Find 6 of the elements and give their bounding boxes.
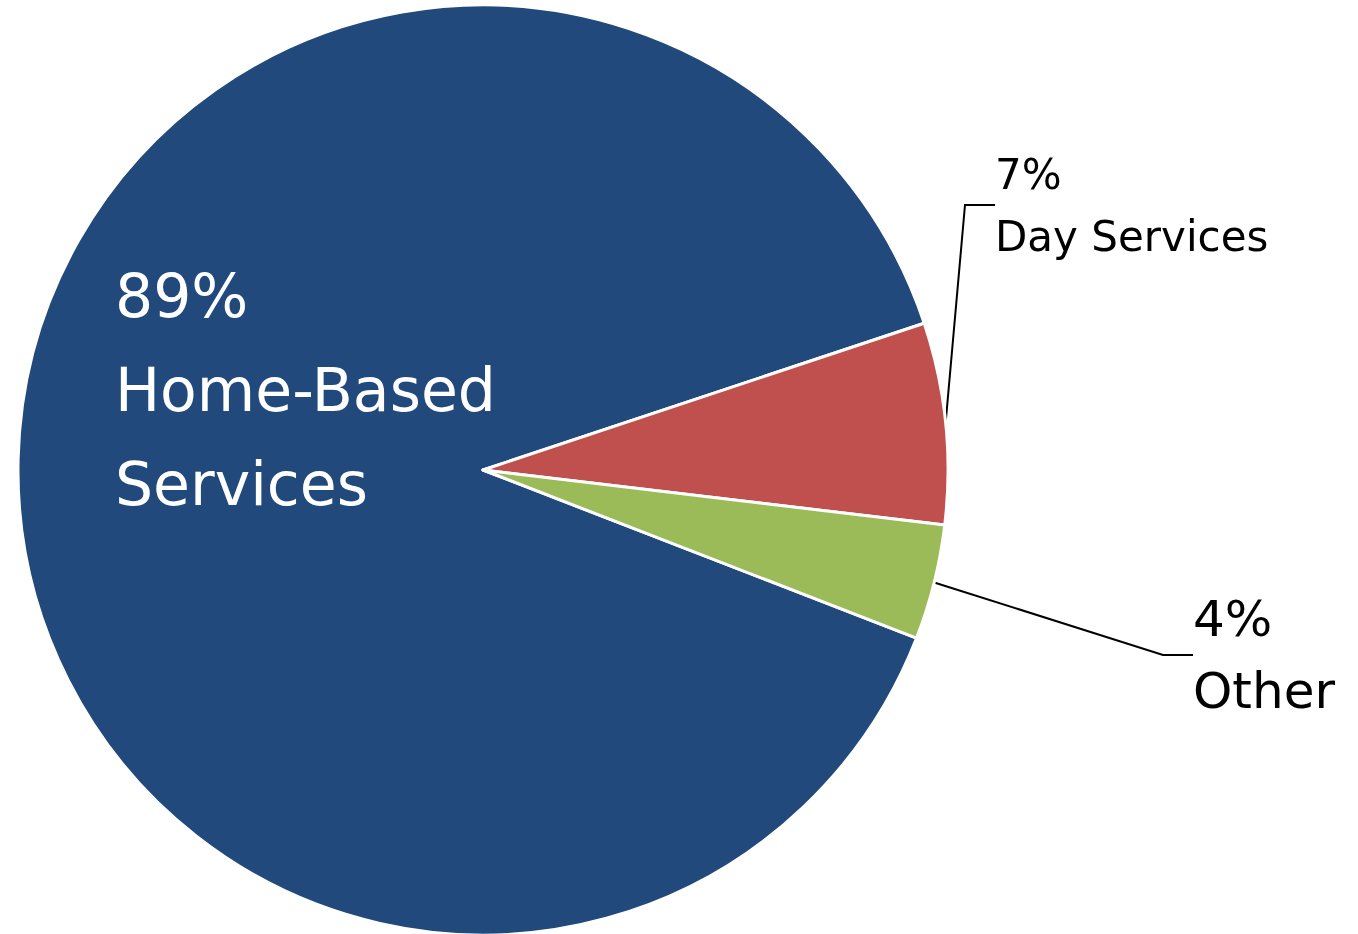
slice-label: Home-Based Services — [115, 355, 496, 519]
slice-label: Day Services — [995, 211, 1269, 261]
data-label: 89% — [115, 261, 249, 331]
slice-label: Other — [1193, 662, 1336, 720]
data-label: 7% — [995, 149, 1062, 199]
data-label: 4% — [1193, 590, 1273, 648]
